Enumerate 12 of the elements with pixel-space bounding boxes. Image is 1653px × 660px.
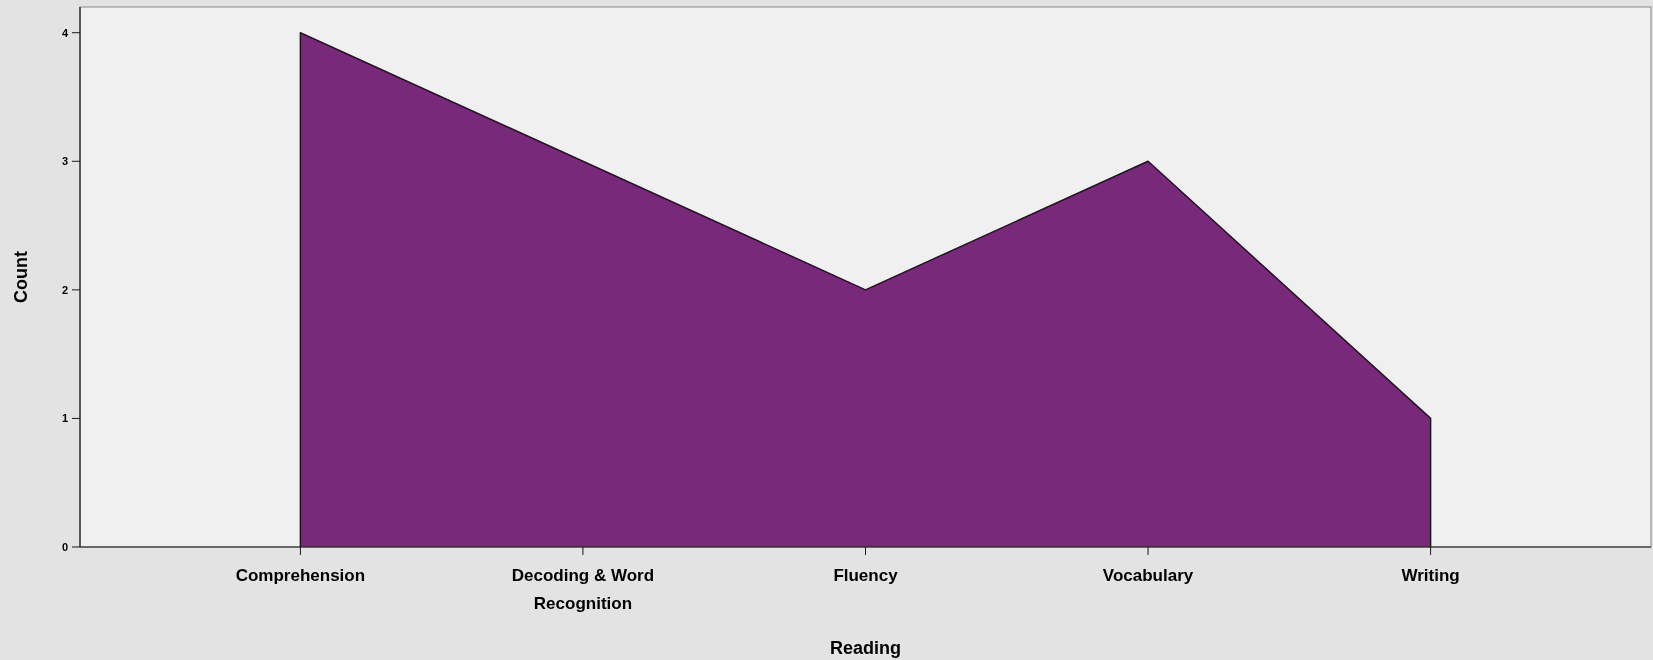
x-axis-title: Reading <box>829 638 902 658</box>
y-tick-label: 4 <box>61 26 69 39</box>
x-tick-label: Comprehension <box>235 566 366 585</box>
x-tick-label: Writing <box>1401 566 1460 585</box>
y-tick-label: 1 <box>61 412 68 425</box>
y-tick-label: 3 <box>61 155 68 168</box>
y-axis-title: Count <box>11 251 31 303</box>
x-tick-label: Decoding & Word Recognition <box>511 566 655 613</box>
x-tick-label: Vocabulary <box>1102 566 1194 585</box>
y-tick-label: 0 <box>61 540 68 553</box>
x-tick-label: Fluency <box>833 566 899 585</box>
y-tick-label: 2 <box>61 283 68 296</box>
